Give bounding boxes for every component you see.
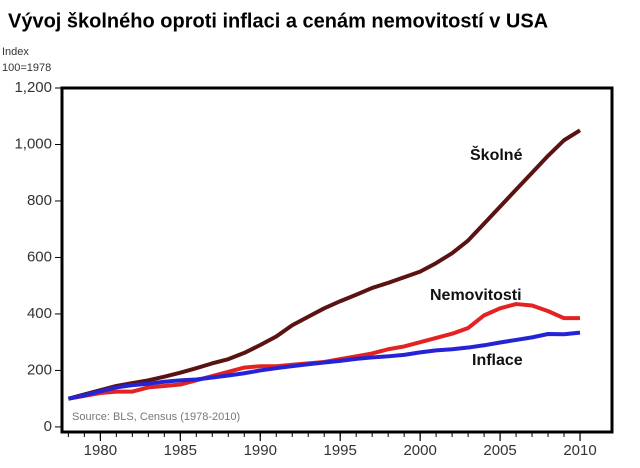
y-tick-label: 200 <box>27 361 52 378</box>
x-tick-label: 2000 <box>403 442 436 459</box>
y-tick-label: 800 <box>27 192 52 209</box>
y-tick-label: 0 <box>44 418 52 435</box>
y-axis-label: Index <box>2 46 29 58</box>
y-tick-label: 400 <box>27 305 52 322</box>
series-label: Inflace <box>472 352 523 369</box>
x-tick-label: 1990 <box>244 442 277 459</box>
chart-title: Vývoj školného oproti inflaci a cenám ne… <box>8 10 548 32</box>
series-label: Nemovitosti <box>430 287 522 304</box>
y-tick-label: 1,000 <box>14 135 52 152</box>
source-note: Source: BLS, Census (1978-2010) <box>72 411 240 423</box>
y-axis-sublabel: 100=1978 <box>2 62 51 74</box>
series-line <box>67 128 582 401</box>
plot-frame <box>60 86 614 434</box>
y-tick-label: 1,200 <box>14 79 52 96</box>
series-label: Školné <box>470 145 523 164</box>
y-tick-label: 600 <box>27 248 52 265</box>
series-line <box>67 330 581 401</box>
x-tick-label: 2010 <box>563 442 596 459</box>
x-tick-label: 1995 <box>324 442 357 459</box>
x-tick-label: 1980 <box>84 442 117 459</box>
x-tick-label: 1985 <box>164 442 197 459</box>
x-tick-label: 2005 <box>483 442 516 459</box>
